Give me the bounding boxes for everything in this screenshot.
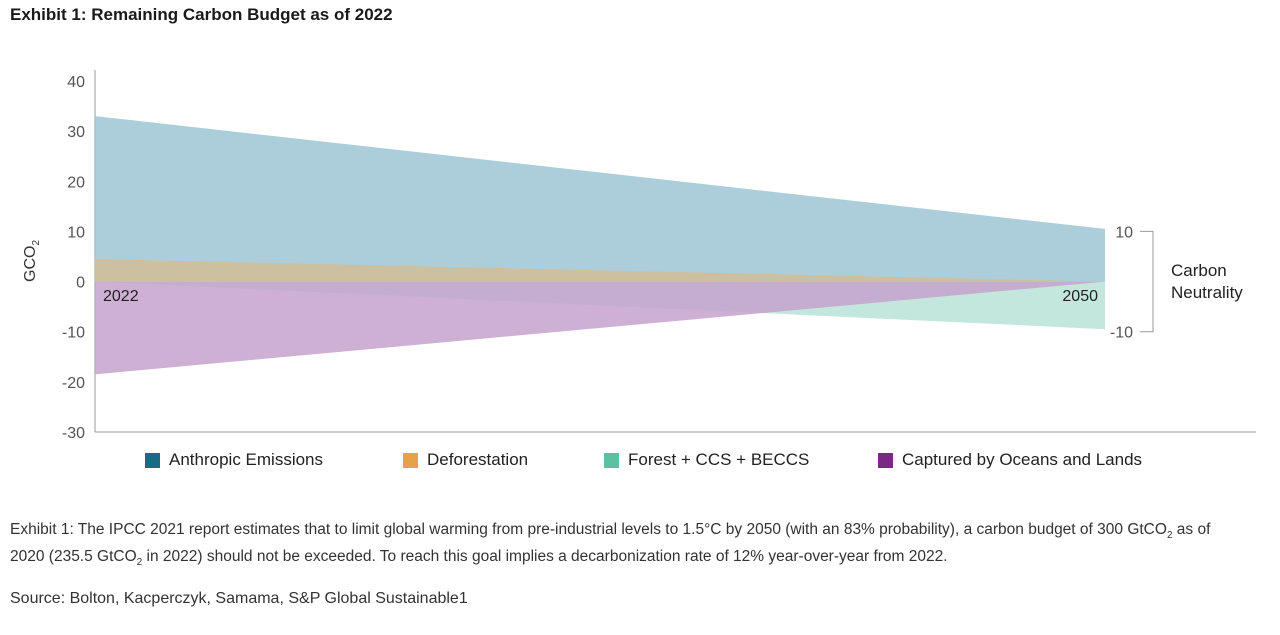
legend-item-deforestation: Deforestation — [403, 450, 528, 470]
legend-item-anthropic-emissions: Anthropic Emissions — [145, 450, 323, 470]
area-deforestation — [95, 259, 1105, 282]
legend-label: Deforestation — [427, 450, 529, 469]
caption-text-3: in 2022) should not be exceeded. To reac… — [142, 548, 948, 566]
caption-subscript-1: 2 — [1166, 530, 1173, 542]
chart-legend: Anthropic Emissions Deforestation Forest +… — [0, 450, 1280, 474]
y-tick-label: 30 — [67, 124, 85, 141]
legend-swatch — [145, 452, 160, 468]
y-tick-label: 40 — [67, 74, 85, 91]
x-tick-label: 2022 — [103, 288, 139, 305]
legend-label: Anthropic Emissions — [169, 450, 324, 469]
area-captured-by-oceans-and-lands — [95, 281, 1105, 375]
right-tick-label: 10 — [1115, 224, 1133, 241]
right-axis-bracket — [1140, 230, 1154, 333]
legend-label: Captured by Oceans and Lands — [902, 450, 1143, 469]
chart-title: Exhibit 1: Remaining Carbon Budget as of… — [10, 5, 393, 24]
chart-plot: 40 30 20 10 0 -10 -20 -30 GCO2 2022 2050 10 -10 Carbo… — [22, 70, 1256, 442]
y-axis-label: GCO2 — [22, 240, 42, 282]
legend-swatch — [604, 452, 619, 468]
y-tick-label: 0 — [76, 275, 85, 292]
caption-text-2: as of 2020 (235.5 GtCO — [10, 521, 1211, 566]
legend-label: Forest + CCS + BECCS — [628, 450, 810, 469]
caption-subscript-2: 2 — [136, 557, 143, 569]
y-tick-label: -10 — [62, 325, 85, 342]
legend-swatch — [878, 452, 893, 468]
y-tick-label: 20 — [67, 174, 85, 191]
legend-item-forest-ccs-beccs: Forest + CCS + BECCS — [604, 450, 809, 470]
legend-swatch — [403, 452, 418, 468]
area-anthropic-emissions — [95, 116, 1105, 282]
caption-text-1: Exhibit 1: The IPCC 2021 report estimate… — [10, 521, 1167, 538]
right-tick-label: -10 — [1110, 325, 1133, 342]
y-tick-label: 10 — [67, 224, 85, 241]
chart-caption: Exhibit 1: The IPCC 2021 report estimate… — [10, 519, 1240, 573]
y-tick-label: -20 — [62, 375, 85, 392]
y-tick-label: -30 — [62, 425, 85, 442]
right-axis-label: Carbon Neutrality — [1171, 261, 1243, 302]
source-note: Source: Bolton, Kacperczyk, Samama, S&P … — [10, 590, 468, 607]
legend-item-captured-by-oceans-and-lands: Captured by Oceans and Lands — [878, 450, 1142, 470]
x-tick-label: 2050 — [1062, 288, 1098, 305]
